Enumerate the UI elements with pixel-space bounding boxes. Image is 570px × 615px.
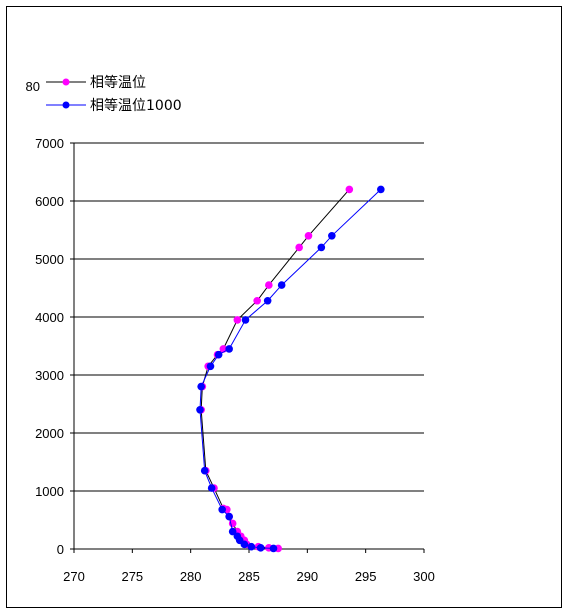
series-2-point [241,316,250,324]
series-1-point [265,281,273,289]
series-2-point [263,296,272,305]
y-tick-label-1: 1000 [35,484,64,499]
series-1-point [295,243,303,252]
chart-frame [6,6,562,608]
legend-label-2: 相等温位1000 [90,97,182,114]
x-tick-label-3: 285 [238,569,260,584]
series-2-point [377,185,385,194]
series-2-point [225,512,233,521]
x-tick-label-6: 300 [413,569,435,584]
series-1-point [345,185,354,194]
series-2-point [233,532,242,541]
series-2-point [228,527,237,536]
series-2-point [218,505,226,514]
legend-marker-1 [62,78,70,86]
y-tick-label-3: 3000 [35,368,64,383]
legend-label-1: 相等温位 [90,74,146,91]
series-2-point [206,362,215,371]
legend-marker-2 [62,101,70,109]
series-2-point [317,243,326,252]
series-1-line [200,189,350,549]
series-2-point [200,466,209,475]
gridlines [74,142,424,492]
series-1-point [253,296,261,305]
y-tick-label-5: 5000 [35,252,64,267]
series-1 [197,185,354,553]
series-2-point [247,542,256,551]
series-1-point [304,232,313,240]
series-layer [196,185,385,553]
series-2-point [256,544,265,552]
series-2-point [269,544,278,553]
series-2-point [277,281,286,289]
y-tick-label-7: 7000 [35,136,64,151]
x-tick-label-2: 280 [180,569,202,584]
legend: 相等温位 相等温位1000 [46,74,182,114]
series-2-line [199,189,382,549]
x-tick-label-0: 270 [63,569,85,584]
series-1-point [233,316,242,324]
series-2-point [214,350,223,359]
series-2 [196,185,385,553]
series-2-point [197,382,205,391]
y-tick-labels: 0 1000 2000 3000 4000 5000 6000 7000 [35,136,64,557]
x-tick-label-4: 290 [296,569,318,584]
y-tick-label-6: 6000 [35,194,64,209]
series-2-point [207,484,216,492]
y-tick-label-2: 2000 [35,426,64,441]
y-tick-label-0: 0 [57,542,64,557]
x-tick-labels: 270 275 280 285 290 295 300 [63,569,435,584]
series-2-point [196,406,204,414]
x-tick-label-5: 295 [355,569,377,584]
series-2-point [328,232,336,240]
series-2-point [225,345,233,353]
y-tick-label-4: 4000 [35,310,64,325]
stray-label: 80 [26,79,40,94]
x-tick-label-1: 275 [121,569,143,584]
